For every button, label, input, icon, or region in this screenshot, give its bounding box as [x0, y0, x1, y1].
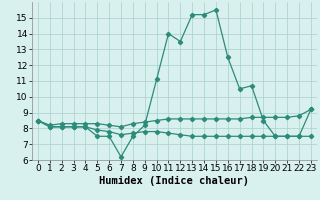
X-axis label: Humidex (Indice chaleur): Humidex (Indice chaleur): [100, 176, 249, 186]
